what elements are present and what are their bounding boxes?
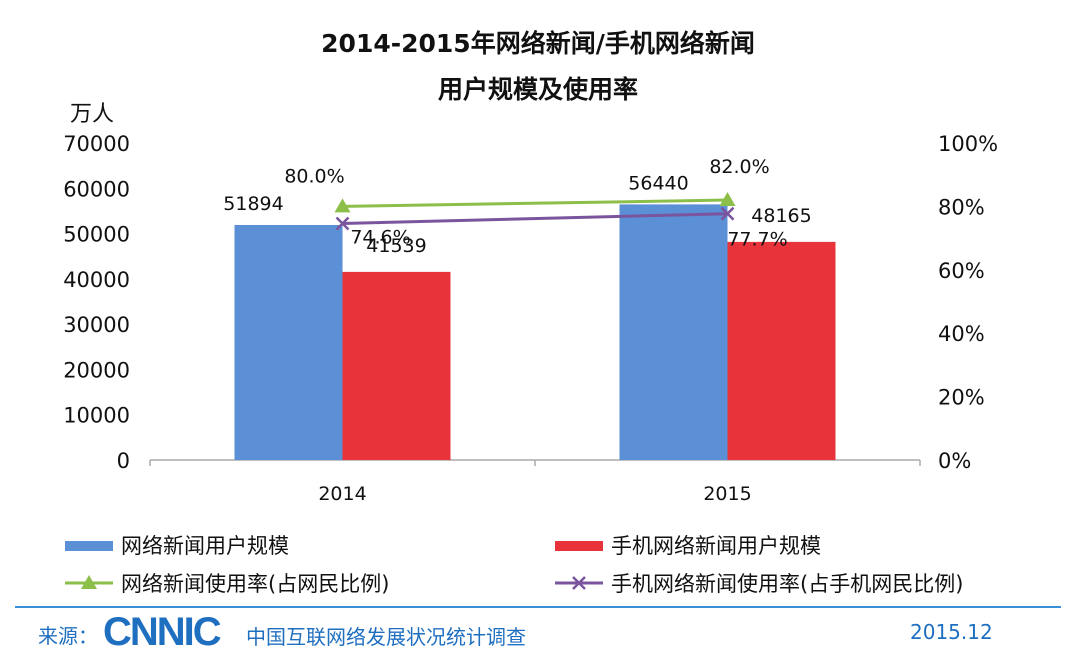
- legend-label: 手机网络新闻使用率(占手机网民比例): [611, 572, 964, 596]
- legend-bar-swatch: [555, 541, 603, 551]
- bar: [234, 224, 343, 460]
- source-organization: 中国互联网络发展状况统计调查: [246, 625, 526, 649]
- footer-divider: [15, 606, 1061, 608]
- data-label: 74.6%: [350, 227, 410, 249]
- legend-label: 网络新闻使用率(占网民比例): [121, 572, 390, 596]
- chart-axes: 70000 60000 50000 40000 30000 20000 10000 0 100%…: [63, 132, 998, 505]
- bar: [342, 271, 451, 460]
- y-tick-label: 20000: [63, 358, 130, 382]
- y2-tick-label: 80%: [938, 195, 985, 219]
- legend-item: 手机网络新闻用户规模: [555, 530, 821, 560]
- source-label: 来源：: [38, 624, 98, 648]
- chart-lines: [334, 192, 736, 231]
- chart-title: 2014-2015年网络新闻/手机网络新闻: [321, 29, 755, 58]
- bar: [727, 241, 836, 460]
- data-label: 82.0%: [709, 156, 769, 178]
- x-marker: [335, 216, 350, 231]
- x-marker: [572, 576, 586, 590]
- legend-swatch: [555, 576, 603, 590]
- legend-label: 手机网络新闻用户规模: [611, 534, 821, 558]
- y-tick-label: 60000: [63, 177, 130, 201]
- chart-bars: [234, 204, 836, 460]
- legend-swatch: [65, 541, 113, 551]
- cnnic-logo: CNNIC: [103, 610, 222, 654]
- data-label: 48165: [751, 205, 811, 227]
- x-tick-label: 2015: [703, 483, 751, 505]
- legend-swatch: [555, 541, 603, 551]
- x-marker: [720, 206, 735, 221]
- y-axis-label: 万人: [70, 102, 115, 127]
- x-tick-label: 2014: [318, 483, 366, 505]
- triangle-marker: [719, 192, 736, 207]
- data-label: 77.7%: [727, 229, 787, 251]
- bar: [619, 204, 728, 460]
- legend-item: 手机网络新闻使用率(占手机网民比例): [555, 568, 963, 598]
- triangle-marker: [81, 575, 97, 589]
- y2-tick-label: 60%: [938, 259, 985, 283]
- y2-tick-label: 20%: [938, 386, 985, 410]
- source-date: 2015.12: [910, 620, 993, 644]
- legend-item: 网络新闻使用率(占网民比例): [65, 568, 389, 598]
- chart-labels: 51894 56440 41539 48165 80.0% 82.0% 74.6% 77.7%: [223, 156, 811, 257]
- y2-tick-label: 100%: [938, 132, 998, 156]
- y-tick-label: 50000: [63, 223, 130, 247]
- data-label: 80.0%: [284, 165, 344, 187]
- y2-tick-label: 40%: [938, 322, 985, 346]
- y-tick-label: 0: [117, 449, 130, 473]
- y-tick-label: 40000: [63, 268, 130, 292]
- chart-subtitle: 用户规模及使用率: [437, 75, 638, 104]
- data-label: 51894: [223, 193, 283, 215]
- legend-bar-swatch: [65, 541, 113, 551]
- y-tick-label: 10000: [63, 404, 130, 428]
- y-tick-label: 30000: [63, 313, 130, 337]
- series-line: [342, 198, 728, 208]
- legend-item: 网络新闻用户规模: [65, 530, 289, 560]
- triangle-marker: [334, 198, 351, 213]
- series-line: [342, 212, 728, 226]
- legend-label: 网络新闻用户规模: [121, 534, 289, 558]
- y-tick-label: 70000: [63, 132, 130, 156]
- y2-tick-label: 0%: [938, 449, 971, 473]
- legend-swatch: [65, 575, 113, 589]
- data-label: 56440: [628, 172, 688, 194]
- data-label: 41539: [366, 235, 426, 257]
